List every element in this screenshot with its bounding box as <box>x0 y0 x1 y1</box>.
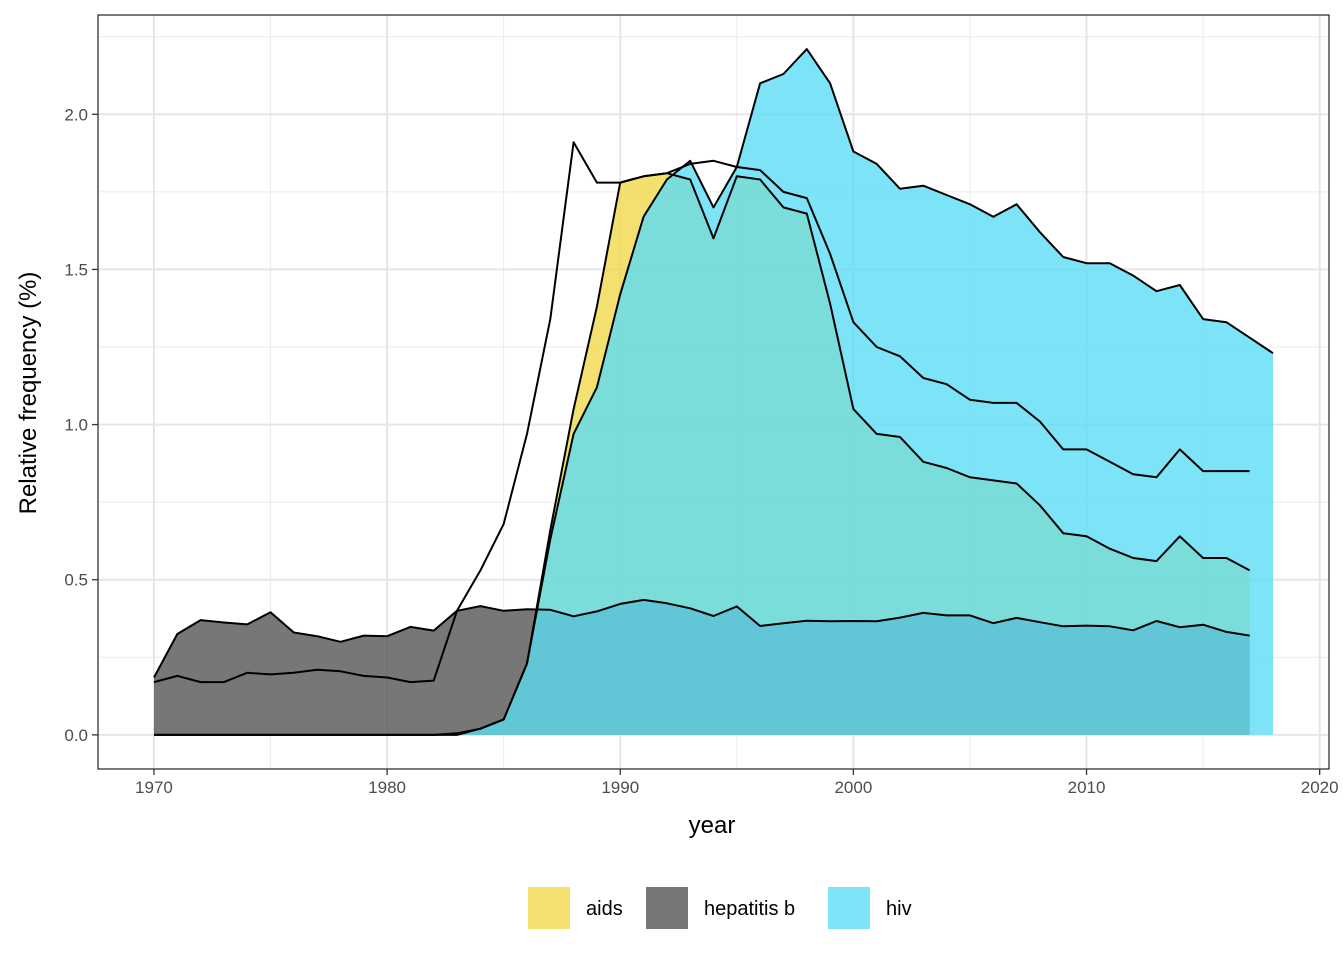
x-tick-label: 2010 <box>1068 778 1106 797</box>
legend-key-aids <box>528 887 570 929</box>
y-tick-label: 2.0 <box>64 105 88 124</box>
legend-label-aids: aids <box>586 898 623 920</box>
y-tick-label: 0.0 <box>64 726 88 745</box>
y-tick-label: 1.5 <box>64 260 88 279</box>
plot-panel <box>97 14 1330 770</box>
legend-label-hiv: hiv <box>886 898 912 920</box>
y-tick-label: 0.5 <box>64 571 88 590</box>
outline-combined <box>153 141 1250 684</box>
x-tick-label: 2000 <box>834 778 872 797</box>
legend-key-hiv <box>828 887 870 929</box>
axes: 1970 1980 1990 2000 2010 2020 0.0 0.5 1.0 1.5 2.0 <box>64 105 1338 797</box>
x-tick-label: 1970 <box>135 778 173 797</box>
x-tick-label: 2020 <box>1301 778 1339 797</box>
x-axis-title: year <box>689 812 736 839</box>
x-tick-label: 1990 <box>601 778 639 797</box>
area-hiv <box>154 49 1273 735</box>
x-tick-label: 1980 <box>368 778 406 797</box>
legend-key-hepatitis-b <box>646 887 688 929</box>
legend-label-hepatitis-b: hepatitis b <box>704 898 795 920</box>
legend: aids hepatitis b hiv <box>528 887 912 929</box>
panel-border <box>97 14 1330 770</box>
outline-hiv <box>154 48 1274 736</box>
outline-hepatitis-b <box>153 598 1250 678</box>
y-tick-label: 1.0 <box>64 416 88 435</box>
y-axis-title: Relative frequency (%) <box>15 272 42 515</box>
